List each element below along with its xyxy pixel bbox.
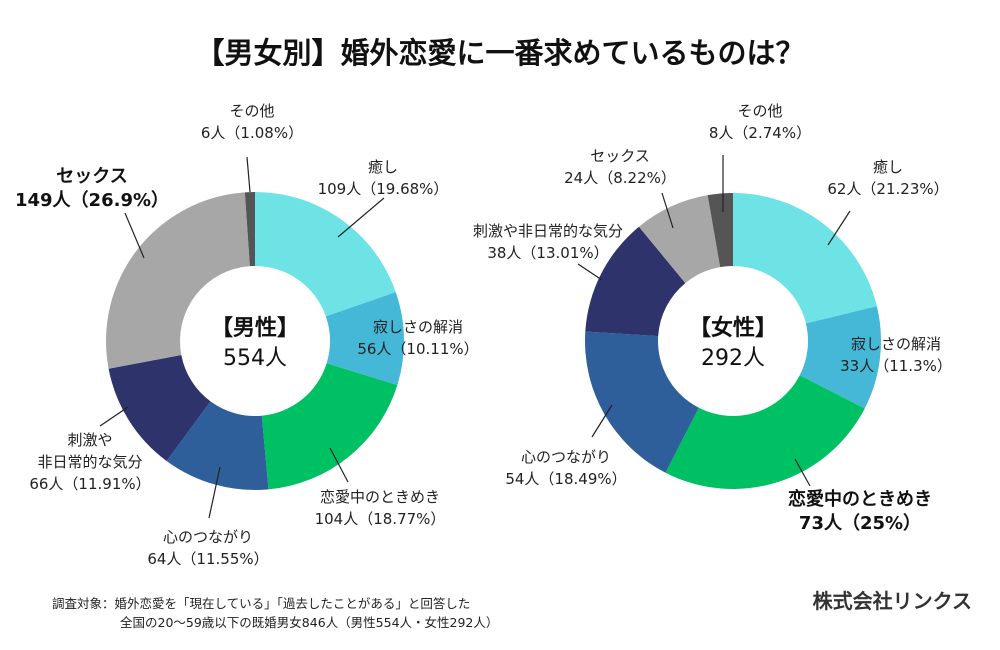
female-slice-label-6: その他 xyxy=(737,102,782,120)
female-slice-label-4: 刺激や非日常的な気分 xyxy=(473,222,623,240)
male-slice-2 xyxy=(261,363,398,490)
male-slice-value-3: 64人（11.55%） xyxy=(147,550,268,568)
male-slice-label-3: 心のつながり xyxy=(163,528,253,546)
female-slice-value-4: 38人（13.01%） xyxy=(487,244,608,262)
male-slice-label-0: 癒し xyxy=(368,158,398,176)
female-center-title: 【女性】 xyxy=(689,315,777,341)
male-slice-label-1: 寂しさの解消 xyxy=(373,318,463,336)
male-slice-0 xyxy=(255,192,396,317)
male-leader-line-5 xyxy=(124,212,145,259)
male-slice-value-6: 6人（1.08%） xyxy=(201,124,303,142)
female-slice-value-1: 33人（11.3%） xyxy=(840,357,952,375)
survey-footnote: 調査対象：婚外恋愛を「現在している」「過去したことがある」と回答した 全国の20… xyxy=(52,594,498,632)
female-slice-value-3: 54人（18.49%） xyxy=(505,470,626,488)
female-slice-0 xyxy=(733,193,877,324)
male-leader-line-3 xyxy=(208,466,221,519)
footnote-line-1: 調査対象：婚外恋愛を「現在している」「過去したことがある」と回答した xyxy=(52,596,471,611)
male-slice-label-4: 非日常的な気分 xyxy=(37,453,142,471)
male-slice-value-0: 109人（19.68%） xyxy=(318,180,449,198)
female-slice-value-2: 73人（25%） xyxy=(799,513,921,534)
company-name: 株式会社リンクス xyxy=(812,589,972,613)
male-slice-value-2: 104人（18.77%） xyxy=(315,510,446,528)
female-center-total: 292人 xyxy=(701,346,765,371)
female-donut: 癒し 62人（21.23%） 寂しさの解消 33人（11.3%） 恋愛中のときめき 73人… xyxy=(473,102,952,534)
male-slice-4 xyxy=(108,354,211,461)
footnote-line-2: 全国の20〜59歳以下の既婚男女846人（男性554人・女性292人） xyxy=(120,615,499,630)
male-center-total: 554人 xyxy=(223,346,287,371)
female-leader-line-2 xyxy=(794,458,811,487)
female-slice-value-0: 62人（21.23%） xyxy=(827,180,948,198)
female-leader-line-4 xyxy=(577,263,603,281)
female-slice-1 xyxy=(799,306,881,409)
female-slice-label-3: 心のつながり xyxy=(521,448,611,466)
male-slice-label-6: その他 xyxy=(229,102,274,120)
female-slice-2 xyxy=(665,375,865,489)
female-slice-5 xyxy=(638,195,721,284)
male-slice-value-5: 149人（26.9%） xyxy=(15,190,169,211)
female-slice-label-2: 恋愛中のときめき xyxy=(788,488,932,510)
male-slice-5 xyxy=(105,192,250,369)
male-slice-label-4: 刺激や xyxy=(67,431,112,449)
female-leader-line-0 xyxy=(827,210,851,246)
female-slice-3 xyxy=(585,331,699,473)
male-slice-1 xyxy=(325,292,404,386)
male-center-title: 【男性】 xyxy=(211,316,299,341)
male-slice-value-4: 66人（11.91%） xyxy=(29,475,150,493)
female-slice-6 xyxy=(707,193,733,268)
male-slice-value-1: 56人（10.11%） xyxy=(357,340,478,358)
male-slice-label-2: 恋愛中のときめき xyxy=(320,488,440,506)
female-slice-label-0: 癒し xyxy=(873,158,903,176)
female-slice-4 xyxy=(585,226,686,337)
female-slice-value-6: 8人（2.74%） xyxy=(709,124,811,142)
male-leader-line-4 xyxy=(99,406,129,427)
male-leader-line-6 xyxy=(246,156,251,193)
female-slice-label-5: セックス xyxy=(590,147,650,165)
male-slice-label-5: セックス xyxy=(56,166,127,187)
male-slice-3 xyxy=(166,401,269,490)
female-leader-line-5 xyxy=(661,192,674,229)
female-leader-line-3 xyxy=(591,404,613,438)
male-donut: 癒し 109人（19.68%） 寂しさの解消 56人（10.11%） 恋愛中のときめき 1… xyxy=(15,102,479,568)
female-slice-label-1: 寂しさの解消 xyxy=(851,335,941,353)
chart-title: 【男女別】婚外恋愛に一番求めているものは？ xyxy=(195,36,805,70)
male-leader-line-0 xyxy=(337,197,385,238)
male-slice-6 xyxy=(244,192,255,267)
male-leader-line-2 xyxy=(329,447,349,483)
female-slice-value-5: 24人（8.22%） xyxy=(564,169,676,187)
